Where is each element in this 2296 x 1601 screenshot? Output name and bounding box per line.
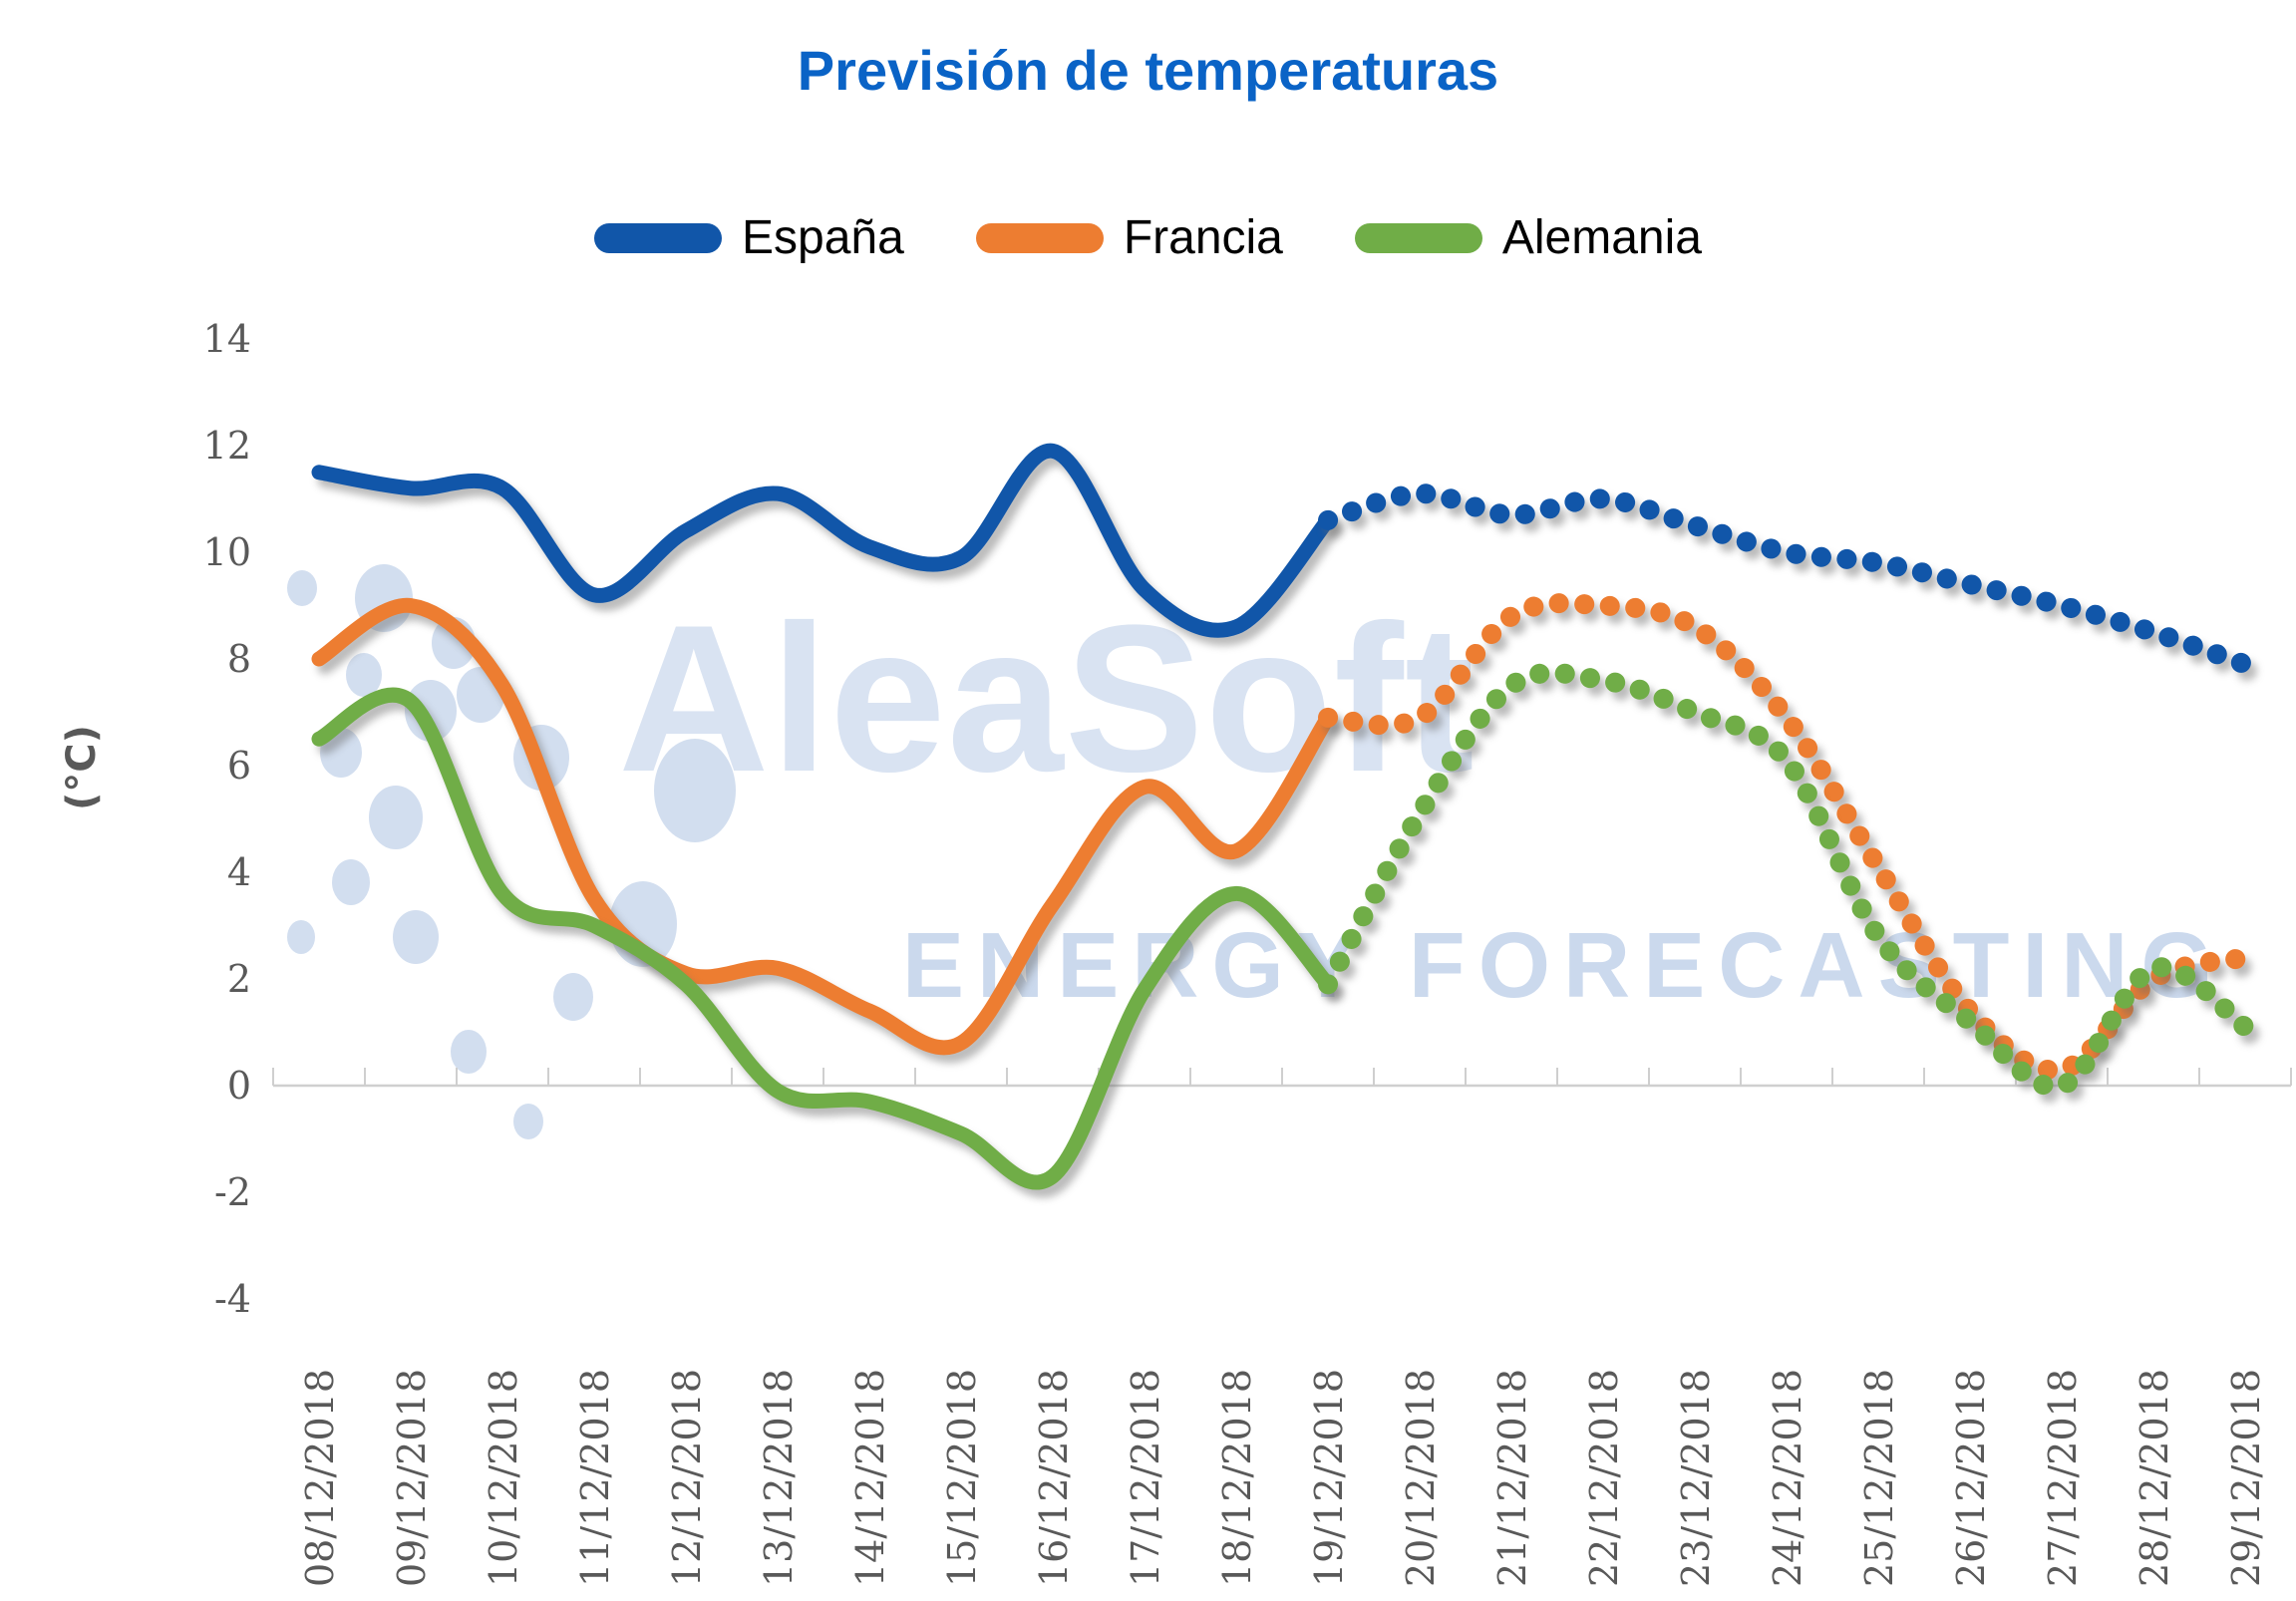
legend: España Francia Alemania [0,214,2296,262]
x-tick-label: 16/12/2018 [1032,1369,1076,1587]
x-tick-label: 23/12/2018 [1674,1369,1718,1587]
watermark-dot-icon [654,739,736,842]
y-tick-label: 0 [227,1064,251,1108]
legend-item-francia: Francia [975,211,1283,264]
x-axis [272,1068,2292,1088]
x-tick-label: 28/12/2018 [2132,1369,2176,1587]
x-tick-label: 12/12/2018 [665,1369,709,1587]
watermark-dot-icon [513,1104,543,1139]
y-tick-label: 10 [203,530,251,574]
x-tick-label: 11/12/2018 [573,1369,617,1587]
y-tick-label: 14 [203,317,251,361]
x-tick-label: 22/12/2018 [1582,1369,1626,1587]
y-tick-label: -4 [214,1277,251,1321]
espana-line-swatch-icon [594,223,723,253]
watermark-brand: AleaSoft [618,581,1476,815]
page-title: Previsión de temperaturas [797,39,1499,102]
series-alemania [311,662,2255,1190]
x-tick-label: 24/12/2018 [1766,1369,1809,1587]
legend-label-espana: España [742,211,904,264]
x-tick-label: 29/12/2018 [2224,1369,2268,1587]
x-axis-labels: 08/12/2018 09/12/2018 10/12/2018 11/12/2018… [298,1369,2268,1587]
x-tick-label: 19/12/2018 [1307,1369,1351,1587]
watermark-dot-icon [369,786,423,849]
x-tick-label: 25/12/2018 [1857,1369,1901,1587]
x-tick-label: 27/12/2018 [2041,1369,2085,1587]
y-tick-label: 4 [227,850,251,894]
y-tick-label: 2 [227,957,251,1001]
x-tick-label: 20/12/2018 [1399,1369,1443,1587]
x-tick-label: 08/12/2018 [298,1369,342,1587]
x-tick-label: 09/12/2018 [390,1369,434,1587]
watermark-dot-icon [287,920,315,954]
x-tick-label: 21/12/2018 [1490,1369,1534,1587]
watermark-subtitle: ENERGY FORECASTING [902,913,2226,1017]
alemania-line-swatch-icon [1354,223,1482,253]
watermark-dot-icon [287,570,317,606]
series-francia [311,593,2255,1081]
watermark-dot-icon [553,973,593,1021]
series-españa-solid-line [311,443,1336,638]
x-tick-label: 13/12/2018 [757,1369,801,1587]
watermark-dot-icon [393,910,439,964]
y-tick-label: -2 [214,1170,251,1214]
legend-item-alemania: Alemania [1354,211,1702,264]
legend-label-francia: Francia [1123,211,1283,264]
x-tick-label: 10/12/2018 [482,1369,525,1587]
y-tick-label: 6 [227,744,251,788]
y-axis-title: (°C) [59,725,105,810]
series-francia-forecast-dotted-line [1318,593,2255,1081]
x-tick-label: 14/12/2018 [848,1369,892,1587]
legend-label-alemania: Alemania [1501,211,1702,264]
francia-line-swatch-icon [975,223,1104,253]
series-francia-solid-line [311,597,1336,1056]
y-tick-label: 12 [203,424,251,468]
watermark-dot-icon [451,1030,487,1074]
y-tick-label: 8 [227,637,251,681]
y-axis-labels: 14 12 10 8 6 4 2 0 -2 -4 [203,317,251,1321]
legend-item-espana: España [594,214,904,262]
watermark-dot-icon [346,653,382,697]
series-alemania-forecast-dotted-line [1318,662,2255,1098]
x-tick-label: 15/12/2018 [940,1369,984,1587]
watermark-dot-icon [332,859,370,905]
x-tick-label: 26/12/2018 [1949,1369,1993,1587]
series-españa-forecast-dotted-line [1318,483,2255,675]
series-alemania-solid-line [311,687,1336,1190]
x-tick-label: 17/12/2018 [1124,1369,1167,1587]
series-españa [311,443,2255,675]
x-tick-label: 18/12/2018 [1215,1369,1259,1587]
